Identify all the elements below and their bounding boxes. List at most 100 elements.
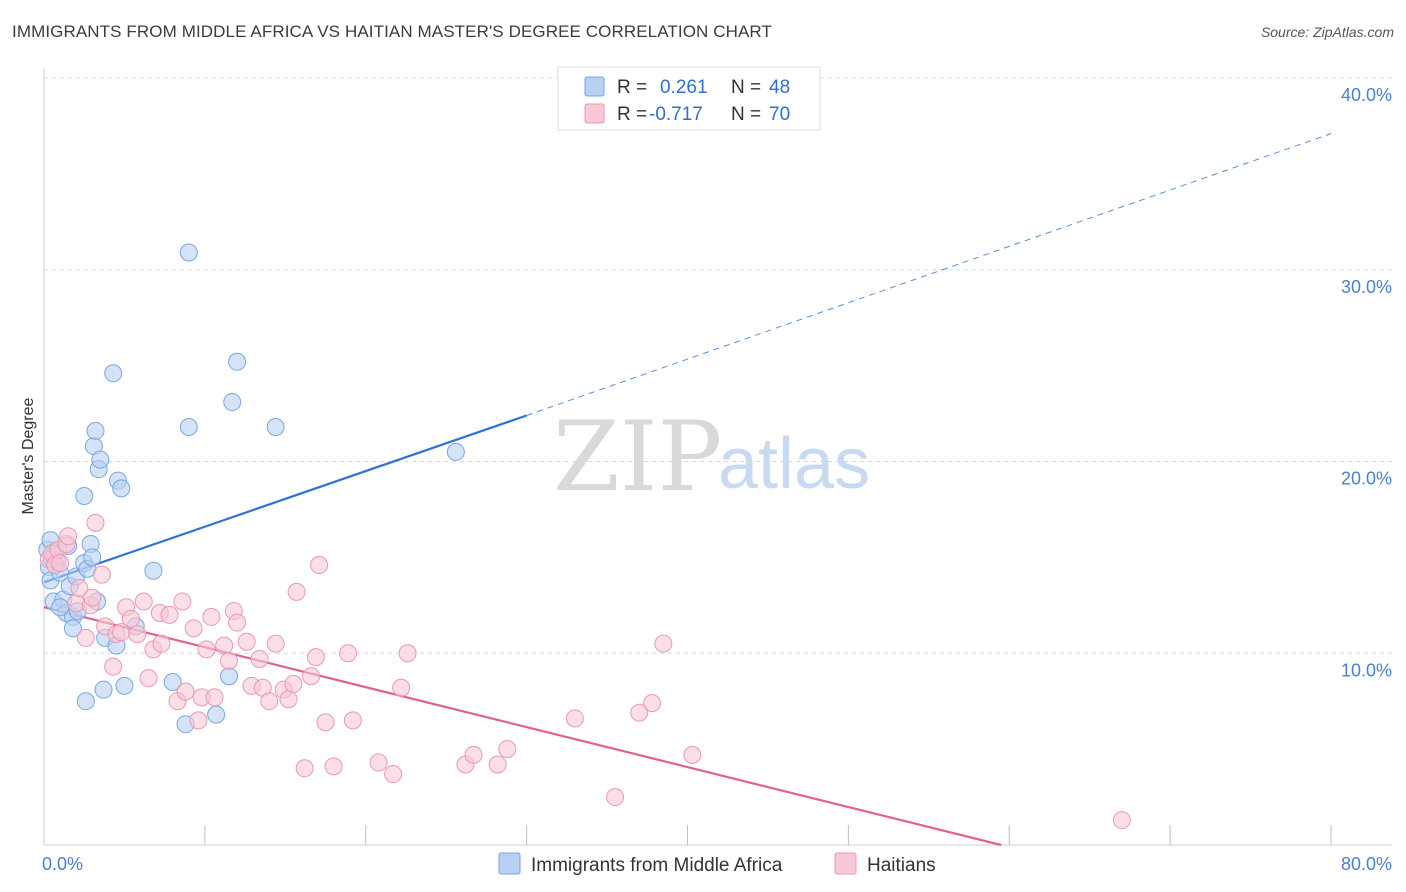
point-immigrants (94, 680, 113, 699)
point-immigrants (144, 561, 163, 580)
point-haitians (306, 648, 325, 667)
point-haitians (488, 755, 507, 774)
point-haitians (70, 579, 89, 598)
series-legend-swatch-haitians (834, 852, 857, 875)
source-label: Source: ZipAtlas.com (1260, 24, 1394, 40)
point-haitians (76, 628, 95, 647)
x-tick-label-min: 0.0% (42, 854, 83, 874)
point-haitians (398, 644, 417, 663)
point-immigrants (91, 450, 110, 469)
watermark-zip: ZIP (553, 401, 722, 513)
legend-r-value-2: -0.717 (649, 104, 703, 125)
point-immigrants (266, 417, 285, 436)
point-immigrants (179, 417, 198, 436)
stats-legend: R = 0.261 N = 48 R = -0.717 N = 70 (557, 66, 821, 131)
point-haitians (654, 634, 673, 653)
y-tick-labels: 10.0% 20.0% 30.0% 40.0% (1341, 85, 1392, 680)
point-haitians (279, 690, 298, 709)
point-immigrants (228, 352, 247, 371)
point-haitians (176, 682, 195, 701)
point-immigrants (115, 676, 134, 695)
point-immigrants (86, 421, 105, 440)
point-haitians (104, 657, 123, 676)
series-legend-label-haitians: Haitians (867, 855, 936, 876)
y-tick-label-30: 30.0% (1341, 277, 1392, 297)
point-haitians (683, 745, 702, 764)
point-haitians (324, 757, 343, 776)
y-tick-label-10: 10.0% (1341, 660, 1392, 680)
point-haitians (215, 636, 234, 655)
point-haitians (316, 713, 335, 732)
point-haitians (339, 644, 358, 663)
legend-swatch-blue (584, 76, 605, 97)
point-haitians (128, 625, 147, 644)
point-haitians (152, 634, 171, 653)
point-immigrants (207, 705, 226, 724)
point-haitians (498, 740, 517, 759)
point-haitians (284, 674, 303, 693)
axes (43, 68, 1392, 846)
point-immigrants (223, 393, 242, 412)
point-haitians (121, 609, 140, 628)
point-haitians (343, 711, 362, 730)
point-immigrants (446, 442, 465, 461)
series-legend-label-immigrants: Immigrants from Middle Africa (531, 855, 783, 876)
legend-n-value-1: 48 (769, 77, 790, 98)
point-haitians (92, 565, 111, 584)
point-haitians (86, 513, 105, 532)
watermark-atlas: atlas (718, 424, 870, 504)
point-haitians (220, 651, 239, 670)
point-haitians (237, 632, 256, 651)
point-haitians (384, 765, 403, 784)
point-haitians (565, 709, 584, 728)
x-tick-label-max: 80.0% (1341, 854, 1392, 874)
point-haitians (134, 592, 153, 611)
point-immigrants (220, 667, 239, 686)
chart-title: IMMIGRANTS FROM MIDDLE AFRICA VS HAITIAN… (12, 22, 772, 41)
point-immigrants (163, 673, 182, 692)
point-haitians (295, 759, 314, 778)
point-haitians (606, 788, 625, 807)
point-haitians (197, 640, 216, 659)
point-immigrants (75, 487, 94, 506)
point-immigrants (76, 692, 95, 711)
point-immigrants (104, 364, 123, 383)
series-legend: Immigrants from Middle Africa Haitians (498, 852, 936, 876)
point-haitians (643, 694, 662, 713)
x-ticks (204, 825, 1332, 845)
legend-n-value-2: 70 (769, 104, 790, 125)
point-haitians (260, 692, 279, 711)
legend-n-label-1: N = (731, 77, 761, 98)
grid-lines (44, 77, 1392, 654)
series-haitians-points (39, 513, 1131, 830)
point-haitians (302, 667, 321, 686)
point-haitians (51, 554, 70, 573)
point-immigrants (83, 548, 102, 567)
point-haitians (184, 619, 203, 638)
point-haitians (139, 669, 158, 688)
point-immigrants (112, 479, 131, 498)
y-tick-label-40: 40.0% (1341, 85, 1392, 105)
point-haitians (287, 582, 306, 601)
point-haitians (1112, 811, 1131, 830)
trend-line-immigrants (43, 414, 527, 584)
legend-r-value-1: 0.261 (660, 77, 708, 98)
point-haitians (310, 556, 329, 575)
trend-line-immigrants-extension (526, 133, 1332, 416)
point-haitians (250, 650, 269, 669)
series-legend-swatch-immigrants (498, 852, 521, 875)
legend-n-label-2: N = (731, 104, 761, 125)
point-haitians (630, 703, 649, 722)
point-haitians (205, 688, 224, 707)
point-haitians (266, 634, 285, 653)
legend-swatch-pink (584, 103, 605, 124)
point-immigrants (51, 598, 70, 617)
point-haitians (202, 607, 221, 626)
point-haitians (392, 678, 411, 697)
y-axis-title: Master's Degree (20, 397, 37, 514)
point-haitians (464, 745, 483, 764)
point-haitians (160, 605, 179, 624)
legend-r-label-1: R = (617, 77, 647, 98)
point-haitians (59, 527, 78, 546)
